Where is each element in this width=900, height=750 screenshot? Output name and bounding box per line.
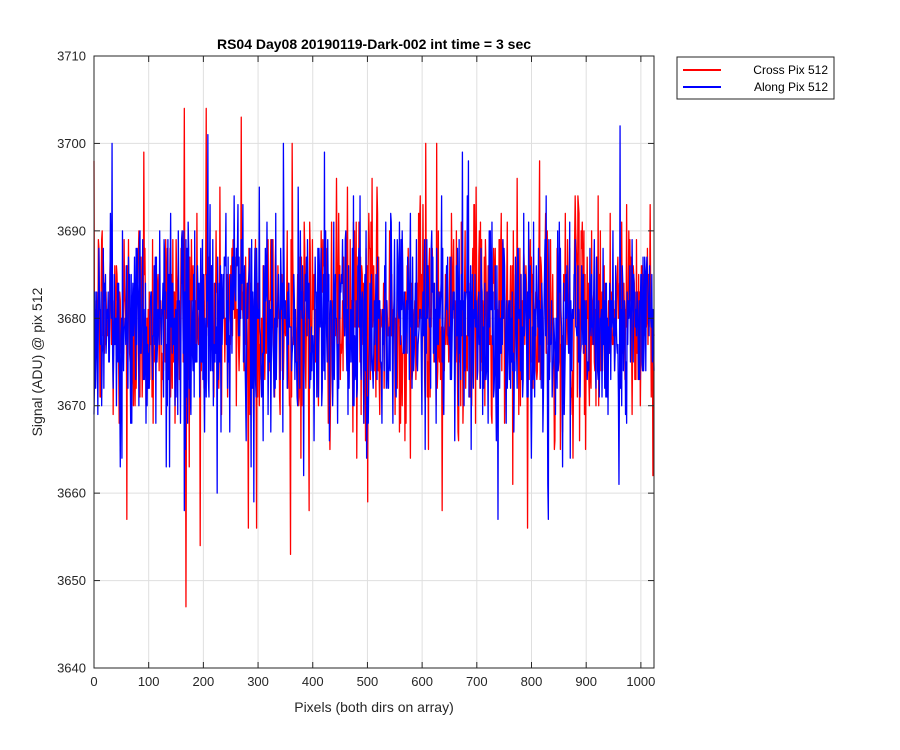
y-tick-label: 3690	[57, 223, 86, 238]
x-tick-label: 500	[357, 674, 379, 689]
x-tick-label: 0	[90, 674, 97, 689]
x-tick-label: 1000	[626, 674, 655, 689]
x-tick-label: 700	[466, 674, 488, 689]
legend-label: Along Pix 512	[754, 80, 828, 94]
x-tick-label: 200	[193, 674, 215, 689]
x-tick-label: 400	[302, 674, 324, 689]
x-tick-label: 900	[575, 674, 597, 689]
chart-title: RS04 Day08 20190119-Dark-002 int time = …	[217, 36, 531, 52]
series-line-along-pix	[93, 125, 655, 521]
series-layer	[93, 107, 655, 608]
x-axis-label: Pixels (both dirs on array)	[294, 699, 454, 715]
y-tick-label: 3700	[57, 136, 86, 151]
y-axis-label: Signal (ADU) @ pix 512	[29, 287, 45, 436]
axes-box	[93, 55, 655, 669]
x-tick-label: 100	[138, 674, 160, 689]
y-tick-label: 3640	[57, 661, 86, 676]
y-tick-label: 3660	[57, 486, 86, 501]
legend-label: Cross Pix 512	[753, 63, 828, 77]
axis-ticks: 0 100 200 300 400 500 600 700 800 900 1000 3640 3650…	[57, 49, 655, 690]
x-tick-label: 300	[247, 674, 269, 689]
y-tick-label: 3710	[57, 49, 86, 64]
y-tick-label: 3680	[57, 311, 86, 326]
legend: Cross Pix 512 Along Pix 512	[676, 56, 835, 100]
y-tick-label: 3650	[57, 573, 86, 588]
x-tick-label: 600	[411, 674, 433, 689]
legend-box	[676, 56, 835, 100]
x-tick-label: 800	[521, 674, 543, 689]
y-tick-label: 3670	[57, 398, 86, 413]
